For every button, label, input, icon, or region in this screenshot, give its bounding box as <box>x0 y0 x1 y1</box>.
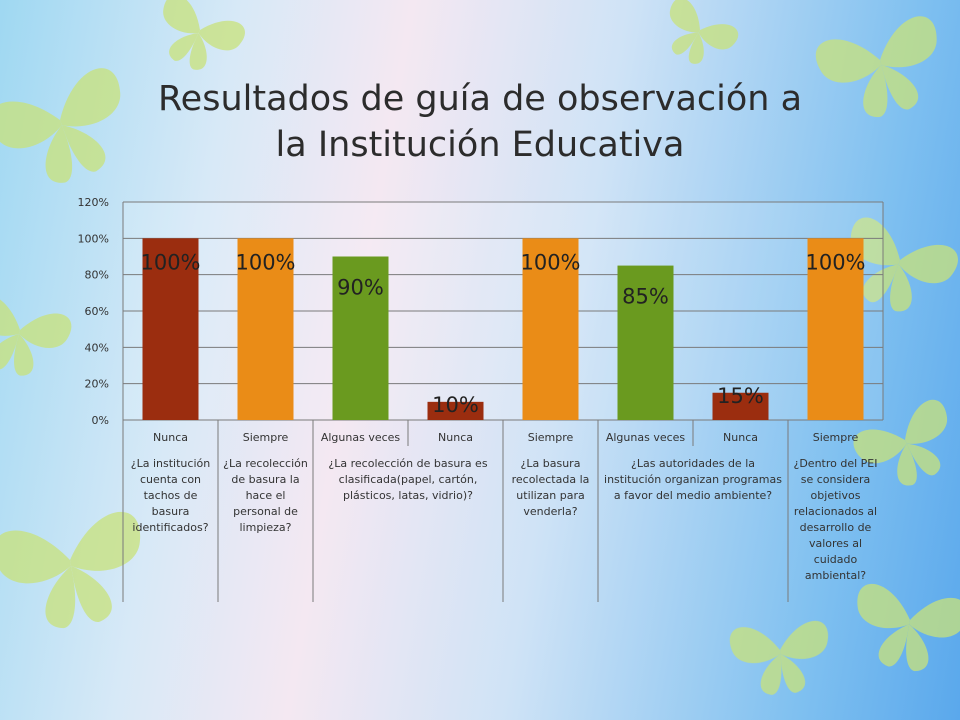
category-label: Algunas veces <box>320 431 401 444</box>
data-label: 85% <box>622 285 669 309</box>
data-label: 10% <box>432 393 479 417</box>
category-label: Algunas veces <box>605 431 686 444</box>
y-tick-label: 60% <box>85 305 109 318</box>
bar <box>142 238 199 420</box>
slide-title: Resultados de guía de observación a la I… <box>0 76 960 168</box>
category-label: Siempre <box>242 431 289 444</box>
question-label: ¿Dentro del PEI se considera objetivos r… <box>793 457 878 582</box>
category-label: Siempre <box>812 431 859 444</box>
y-tick-label: 20% <box>85 378 109 391</box>
category-label: Nunca <box>723 431 758 444</box>
question-label: ¿La basura recolectada la utilizan para … <box>511 457 590 518</box>
bar <box>807 238 864 420</box>
y-tick-label: 80% <box>85 269 109 282</box>
title-line-2: la Institución Educativa <box>275 125 685 165</box>
data-label: 100% <box>140 250 200 274</box>
question-label: ¿La recolección de basura es clasificada… <box>328 457 488 502</box>
data-label: 90% <box>337 276 384 300</box>
bar <box>522 238 579 420</box>
y-tick-label: 40% <box>85 341 109 354</box>
bar <box>712 392 769 420</box>
bar <box>237 238 294 420</box>
question-label: ¿La recolección de basura la hace el per… <box>223 457 308 534</box>
bar <box>617 265 674 420</box>
bar <box>332 256 389 420</box>
y-tick-label: 100% <box>78 232 109 245</box>
y-tick-label: 0% <box>92 414 109 427</box>
category-label: Siempre <box>527 431 574 444</box>
title-line-1: Resultados de guía de observación a <box>157 79 803 119</box>
data-label: 15% <box>717 384 764 408</box>
category-label: Nunca <box>438 431 473 444</box>
question-label: ¿Las autoridades de la institución organ… <box>604 457 782 502</box>
category-label: Nunca <box>153 431 188 444</box>
data-label: 100% <box>805 250 865 274</box>
question-label: ¿La institución cuenta con tachos de bas… <box>130 457 211 534</box>
y-tick-label: 120% <box>78 196 109 209</box>
data-label: 100% <box>235 250 295 274</box>
bar <box>427 401 484 420</box>
data-label: 100% <box>520 250 580 274</box>
